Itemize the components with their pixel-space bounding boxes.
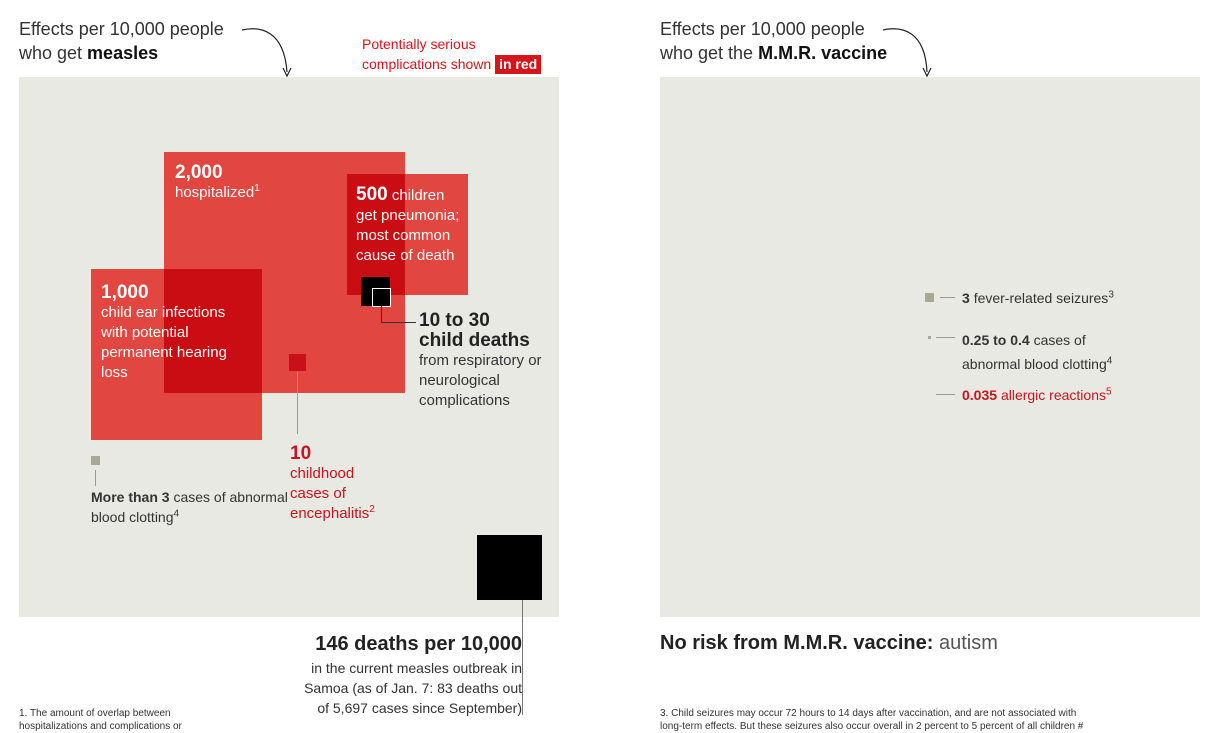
left-heading-arrow-icon bbox=[241, 28, 292, 78]
seizure-desc: fever-related seizures bbox=[973, 290, 1109, 306]
encephalitis-footnote: 2 bbox=[369, 504, 375, 515]
hospitalized-label: 2,000 hospitalized1 bbox=[175, 163, 375, 203]
allergic-desc: allergic reactions bbox=[1000, 387, 1106, 403]
samoa-leader bbox=[522, 600, 523, 715]
pneumonia-label: 500 children get pneumonia; most common … bbox=[356, 185, 464, 266]
vaccine-clotting-number: 0.25 to 0.4 bbox=[962, 332, 1030, 348]
encephalitis-square bbox=[289, 354, 306, 371]
right-heading: Effects per 10,000 people who get the M.… bbox=[660, 17, 887, 65]
right-footnote: 3. Child seizures may occur 72 hours to … bbox=[660, 707, 1200, 733]
pneumonia-overlap bbox=[347, 174, 405, 295]
vaccine-panel bbox=[660, 77, 1200, 617]
left-heading: Effects per 10,000 people who get measle… bbox=[19, 17, 224, 65]
right-heading-prefix: who get the bbox=[660, 43, 759, 63]
blood-clotting-leader bbox=[95, 470, 96, 486]
encephalitis-number: 10 bbox=[290, 443, 312, 464]
right-footnote-line1: 3. Child seizures may occur 72 hours to … bbox=[660, 708, 1077, 719]
seizure-footnote: 3 bbox=[1108, 289, 1114, 301]
seizure-square bbox=[925, 293, 934, 302]
ear-infection-overlap bbox=[164, 269, 262, 393]
samoa-number: 146 deaths per 10,000 bbox=[315, 633, 522, 655]
serious-legend-text: complications shown bbox=[362, 56, 492, 72]
hospitalized-desc: hospitalized bbox=[175, 184, 255, 201]
samoa-deaths-square bbox=[477, 535, 542, 600]
child-deaths-leader-v bbox=[381, 306, 382, 322]
hospitalized-footnote: 1 bbox=[254, 183, 260, 194]
vaccine-clotting-footnote: 4 bbox=[1106, 355, 1113, 367]
seizure-number: 3 bbox=[962, 290, 970, 306]
blood-clotting-square bbox=[91, 456, 100, 465]
vaccine-clotting-line1: 0.25 to 0.4 cases of bbox=[962, 328, 1192, 352]
ear-infection-label: 1,000 child ear infections with potentia… bbox=[101, 283, 241, 383]
pneumonia-desc: children get pneumonia; most common caus… bbox=[356, 187, 460, 264]
vaccine-clotting-label: 0.25 to 0.4 cases of abnormal blood clot… bbox=[962, 328, 1192, 376]
serious-legend: Potentially serious complications shown … bbox=[362, 34, 542, 74]
allergic-label: 0.035 allergic reactions5 bbox=[962, 385, 1192, 405]
blood-clotting-footnote: 4 bbox=[173, 508, 180, 520]
allergic-footnote: 5 bbox=[1106, 386, 1112, 398]
vaccine-clotting-line2: abnormal blood clotting4 bbox=[962, 352, 1192, 376]
ear-infection-number: 1,000 bbox=[101, 282, 149, 303]
hospitalized-text: hospitalized1 bbox=[175, 183, 375, 203]
ear-infection-desc: child ear infections with potential perm… bbox=[101, 304, 227, 381]
seizure-label: 3 fever-related seizures3 bbox=[962, 288, 1192, 308]
left-heading-bold: measles bbox=[87, 43, 159, 63]
encephalitis-label: 10 childhood cases of encephalitis2 bbox=[290, 444, 390, 524]
right-heading-arrow-icon bbox=[882, 28, 932, 78]
left-footnote-line1: 1. The amount of overlap between bbox=[19, 708, 171, 719]
left-heading-prefix: who get bbox=[19, 43, 88, 63]
vaccine-clotting-square bbox=[928, 336, 931, 339]
child-deaths-bold: child deaths bbox=[419, 330, 530, 351]
child-deaths-desc: from respiratory or neurological complic… bbox=[419, 352, 542, 409]
no-risk-statement: No risk from M.M.R. vaccine: autism bbox=[660, 630, 998, 656]
encephalitis-desc: childhood cases of encephalitis bbox=[290, 465, 370, 522]
hospitalized-number: 2,000 bbox=[175, 162, 223, 183]
left-heading-line1: Effects per 10,000 people bbox=[19, 19, 224, 39]
left-footnote: 1. The amount of overlap between hospita… bbox=[19, 707, 279, 733]
vaccine-clotting-desc: cases of bbox=[1033, 332, 1086, 348]
right-heading-line1: Effects per 10,000 people bbox=[660, 19, 865, 39]
samoa-desc: in the current measles outbreak in Samoa… bbox=[304, 660, 522, 716]
serious-legend-pill: in red bbox=[495, 55, 542, 74]
serious-legend-line2: complications shown in red bbox=[362, 54, 542, 74]
blood-clotting-desc: cases of abnormal blood clotting bbox=[91, 489, 288, 525]
no-risk-bold: No risk from M.M.R. vaccine: bbox=[660, 632, 934, 654]
vaccine-clotting-desc2: abnormal blood clotting bbox=[962, 356, 1107, 372]
seizure-leader bbox=[940, 297, 955, 298]
serious-legend-line1: Potentially serious bbox=[362, 36, 476, 52]
encephalitis-leader bbox=[297, 372, 298, 434]
pneumonia-number: 500 bbox=[356, 184, 388, 205]
child-deaths-label: 10 to 30 child deaths from respiratory o… bbox=[419, 311, 549, 411]
allergic-leader bbox=[936, 394, 955, 395]
samoa-label: 146 deaths per 10,000 in the current mea… bbox=[290, 630, 522, 718]
right-heading-bold: M.M.R. vaccine bbox=[758, 43, 888, 63]
blood-clotting-label: More than 3 cases of abnormal blood clot… bbox=[91, 487, 291, 527]
blood-clotting-number: More than 3 bbox=[91, 489, 170, 505]
encephalitis-text: childhood cases of encephalitis2 bbox=[290, 464, 390, 524]
right-heading-line2: who get the M.M.R. vaccine bbox=[660, 41, 887, 65]
allergic-number: 0.035 bbox=[962, 387, 998, 403]
left-heading-line2: who get measles bbox=[19, 41, 224, 65]
child-deaths-square-inner bbox=[372, 288, 391, 307]
child-deaths-leader-h bbox=[381, 322, 416, 323]
vaccine-clotting-leader bbox=[936, 337, 955, 338]
no-risk-rest: autism bbox=[938, 632, 998, 654]
child-deaths-number: 10 to 30 bbox=[419, 310, 490, 331]
